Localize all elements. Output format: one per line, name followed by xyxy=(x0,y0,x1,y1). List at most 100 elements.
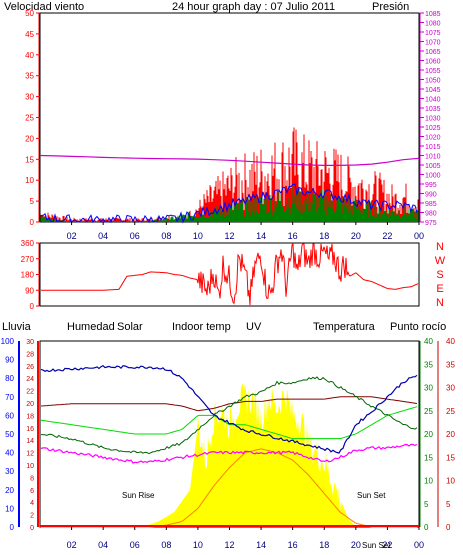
top-left-tick-label: 20 xyxy=(25,134,34,143)
compass-letter: W xyxy=(435,255,446,267)
pressure-line xyxy=(39,154,420,166)
compass-letter: N xyxy=(436,297,444,309)
x-tick-label: 10 xyxy=(193,231,203,241)
solar-radiation-area xyxy=(40,383,419,527)
lluvia-tick-label: 30 xyxy=(5,467,14,476)
middle-series xyxy=(41,242,419,306)
humedad-tick-label: 10 xyxy=(26,463,34,470)
top-right-tick-label: 980 xyxy=(425,211,437,218)
x-tick-label: 18 xyxy=(319,540,329,550)
top-right-tick-label: 1000 xyxy=(425,173,441,180)
x-tick-label: 20 xyxy=(351,540,361,550)
humedad-tick-label: 2 xyxy=(30,513,34,520)
temperatura-tick-label: 35 xyxy=(424,360,433,369)
top-left-axis: 0 5 10 15 20 25 30 35 40 45 50 xyxy=(25,9,40,227)
humedad-tick-label: 0 xyxy=(30,525,34,532)
top-right-tick-label: 990 xyxy=(425,192,437,199)
top-right-tick-label: 1040 xyxy=(425,97,441,104)
compass-letter: E xyxy=(436,283,443,295)
top-right-axis: 975 980 985 990 995 1000 1005 1010 1015 1020 1025 1… xyxy=(419,11,441,227)
bottom-panel: Lluvia Humedad Solar Indoor temp UV Temp… xyxy=(1,321,456,550)
top-right-tick-label: 975 xyxy=(425,220,437,227)
humedad-tick-label: 16 xyxy=(26,426,34,433)
top-panel: Velocidad viento 24 hour graph day : 07 … xyxy=(4,1,441,241)
middle-tick-label: 180 xyxy=(21,271,35,280)
humidity-line xyxy=(40,364,418,454)
bottom-axes: 0102030405060708090100024681012141618202… xyxy=(1,337,456,532)
middle-left-axis: 0 90 180 270 360 xyxy=(21,239,40,311)
top-right-tick-label: 1080 xyxy=(425,21,441,28)
lluvia-tick-label: 40 xyxy=(5,449,14,458)
top-center-title: 24 hour graph day : 07 Julio 2011 xyxy=(172,1,335,13)
humedad-tick-label: 14 xyxy=(26,438,34,445)
humedad-tick-label: 30 xyxy=(26,339,34,346)
top-left-tick-label: 50 xyxy=(25,9,34,18)
legend-lluvia: Lluvia xyxy=(2,321,32,333)
top-left-tick-label: 5 xyxy=(30,197,35,206)
x-tick-label: 06 xyxy=(130,540,140,550)
sunrise-label: Sun Rise xyxy=(122,491,155,500)
top-left-title: Velocidad viento xyxy=(4,1,84,13)
humedad-tick-label: 8 xyxy=(30,475,34,482)
humedad-tick-label: 20 xyxy=(26,401,34,408)
top-plot-frame xyxy=(39,12,420,223)
punto-rocio-tick-label: 5 xyxy=(446,500,451,509)
temperatura-tick-label: 5 xyxy=(424,500,429,509)
top-left-tick-label: 30 xyxy=(25,93,34,102)
middle-tick-label: 90 xyxy=(25,286,34,295)
temperatura-tick-label: 10 xyxy=(424,477,433,486)
x-tick-label: 14 xyxy=(256,540,266,550)
humedad-tick-label: 28 xyxy=(26,351,34,358)
middle-tick-label: 360 xyxy=(21,239,35,248)
top-right-tick-label: 1060 xyxy=(425,59,441,66)
top-right-tick-label: 1015 xyxy=(425,144,441,151)
humedad-tick-label: 4 xyxy=(30,500,34,507)
punto-rocio-tick-label: 40 xyxy=(446,337,455,346)
temperatura-tick-label: 30 xyxy=(424,384,433,393)
top-right-tick-label: 1030 xyxy=(425,116,441,123)
top-left-tick-label: 40 xyxy=(25,51,34,60)
top-right-tick-label: 1025 xyxy=(425,125,441,132)
x-tick-label: 06 xyxy=(130,231,140,241)
middle-tick-label: 270 xyxy=(21,255,35,264)
x-tick-label: 16 xyxy=(288,231,298,241)
legend-punto-rocio: Punto rocío xyxy=(390,321,446,333)
lluvia-tick-label: 50 xyxy=(5,430,14,439)
middle-tick-label: 0 xyxy=(30,302,35,311)
top-left-tick-label: 25 xyxy=(25,114,34,123)
top-left-tick-label: 35 xyxy=(25,72,34,81)
top-right-title: Presión xyxy=(372,1,409,13)
x-tick-label: 14 xyxy=(256,231,266,241)
top-right-tick-label: 1065 xyxy=(425,49,441,56)
legend-humedad: Humedad xyxy=(67,321,115,333)
temperatura-tick-label: 40 xyxy=(424,337,433,346)
x-tick-label: 04 xyxy=(98,540,108,550)
sunset-label: Sun Set xyxy=(357,491,386,500)
top-right-tick-label: 1045 xyxy=(425,87,441,94)
x-tick-label: 02 xyxy=(67,540,77,550)
top-right-tick-label: 985 xyxy=(425,201,437,208)
humedad-tick-label: 18 xyxy=(26,413,34,420)
temperatura-tick-label: 20 xyxy=(424,430,433,439)
top-right-tick-label: 1085 xyxy=(425,11,441,18)
punto-rocio-tick-label: 15 xyxy=(446,453,455,462)
top-right-tick-label: 1010 xyxy=(425,154,441,161)
x-tick-label: 08 xyxy=(161,231,171,241)
top-right-tick-label: 1070 xyxy=(425,40,441,47)
lluvia-tick-label: 60 xyxy=(5,411,14,420)
humedad-tick-label: 6 xyxy=(30,488,34,495)
lluvia-tick-label: 90 xyxy=(5,356,14,365)
punto-rocio-tick-label: 0 xyxy=(446,523,451,532)
dewpoint-line xyxy=(40,443,418,464)
top-right-tick-label: 995 xyxy=(425,182,437,189)
x-tick-label: 20 xyxy=(351,231,361,241)
x-tick-label: 02 xyxy=(67,231,77,241)
top-right-tick-label: 1050 xyxy=(425,78,441,85)
lluvia-tick-label: 10 xyxy=(5,504,14,513)
x-tick-label: 12 xyxy=(224,231,234,241)
top-left-tick-label: 45 xyxy=(25,30,34,39)
punto-rocio-tick-label: 35 xyxy=(446,360,455,369)
